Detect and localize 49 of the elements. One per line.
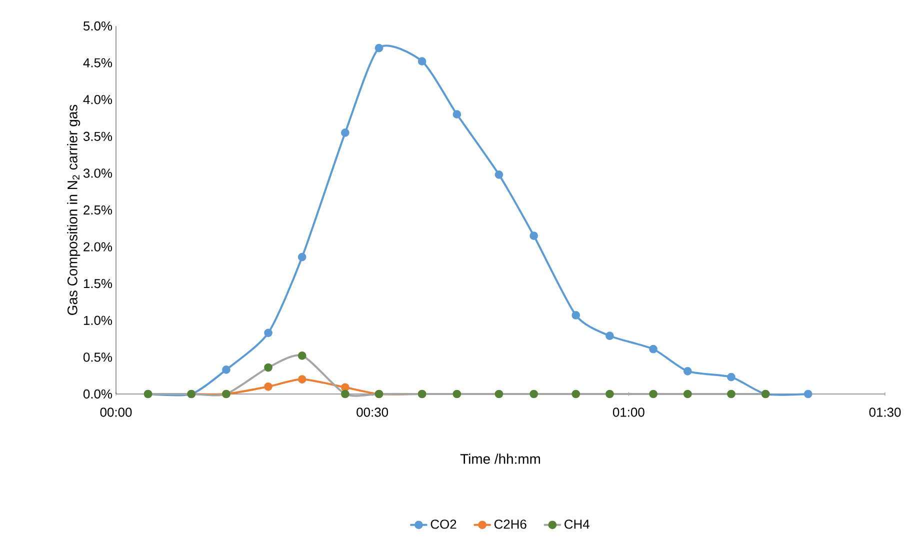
point xyxy=(264,382,272,391)
y-tick-label: 1.0% xyxy=(84,316,112,325)
y-tick-label: 3.5% xyxy=(83,132,112,141)
point xyxy=(649,390,658,398)
point xyxy=(572,311,580,320)
y-tick-label: 2.0% xyxy=(84,242,112,252)
point xyxy=(340,390,350,398)
point xyxy=(494,170,504,179)
y-tick-label: 4.5% xyxy=(83,58,112,68)
y-tick-label: 0.5% xyxy=(83,352,112,362)
y-tick-label: 2.5% xyxy=(84,205,112,215)
x-tick-label: 01:00 xyxy=(612,408,644,417)
point xyxy=(606,390,614,398)
y-tick-label: 0.0% xyxy=(83,389,112,399)
y-tick-label: 1.5% xyxy=(84,279,112,288)
point xyxy=(572,390,580,398)
point xyxy=(530,232,538,240)
point xyxy=(530,390,538,398)
point xyxy=(683,366,692,376)
point xyxy=(727,372,736,382)
y-tick-label: 5.0% xyxy=(83,21,112,31)
point xyxy=(298,252,306,262)
legend-label: C2H6 xyxy=(494,520,526,529)
point xyxy=(340,128,350,137)
point xyxy=(683,390,692,398)
point xyxy=(340,383,350,392)
point xyxy=(452,110,462,119)
point xyxy=(298,375,306,384)
legend-label: CH4 xyxy=(564,520,590,529)
point xyxy=(606,332,614,340)
y-tick-label: 3.0% xyxy=(83,168,112,178)
point xyxy=(222,366,230,374)
x-axis-title: Time /hh:mm xyxy=(460,454,540,464)
legend-label: CO2 xyxy=(430,520,456,529)
point xyxy=(418,57,426,66)
y-axis-title: Gas Composition in N$_{2}$ carrier gas xyxy=(67,104,80,315)
point xyxy=(452,390,462,398)
x-tick-label: 00:30 xyxy=(356,408,388,417)
y-tick-label: 4.0% xyxy=(83,95,112,104)
point xyxy=(298,352,306,360)
point xyxy=(264,363,272,372)
x-tick-label: 00:00 xyxy=(100,408,132,417)
point xyxy=(649,344,658,354)
point xyxy=(374,44,384,52)
point xyxy=(494,390,504,398)
point xyxy=(804,390,812,398)
x-tick-label: 01:30 xyxy=(869,408,901,417)
point xyxy=(727,390,736,398)
point xyxy=(264,328,272,338)
